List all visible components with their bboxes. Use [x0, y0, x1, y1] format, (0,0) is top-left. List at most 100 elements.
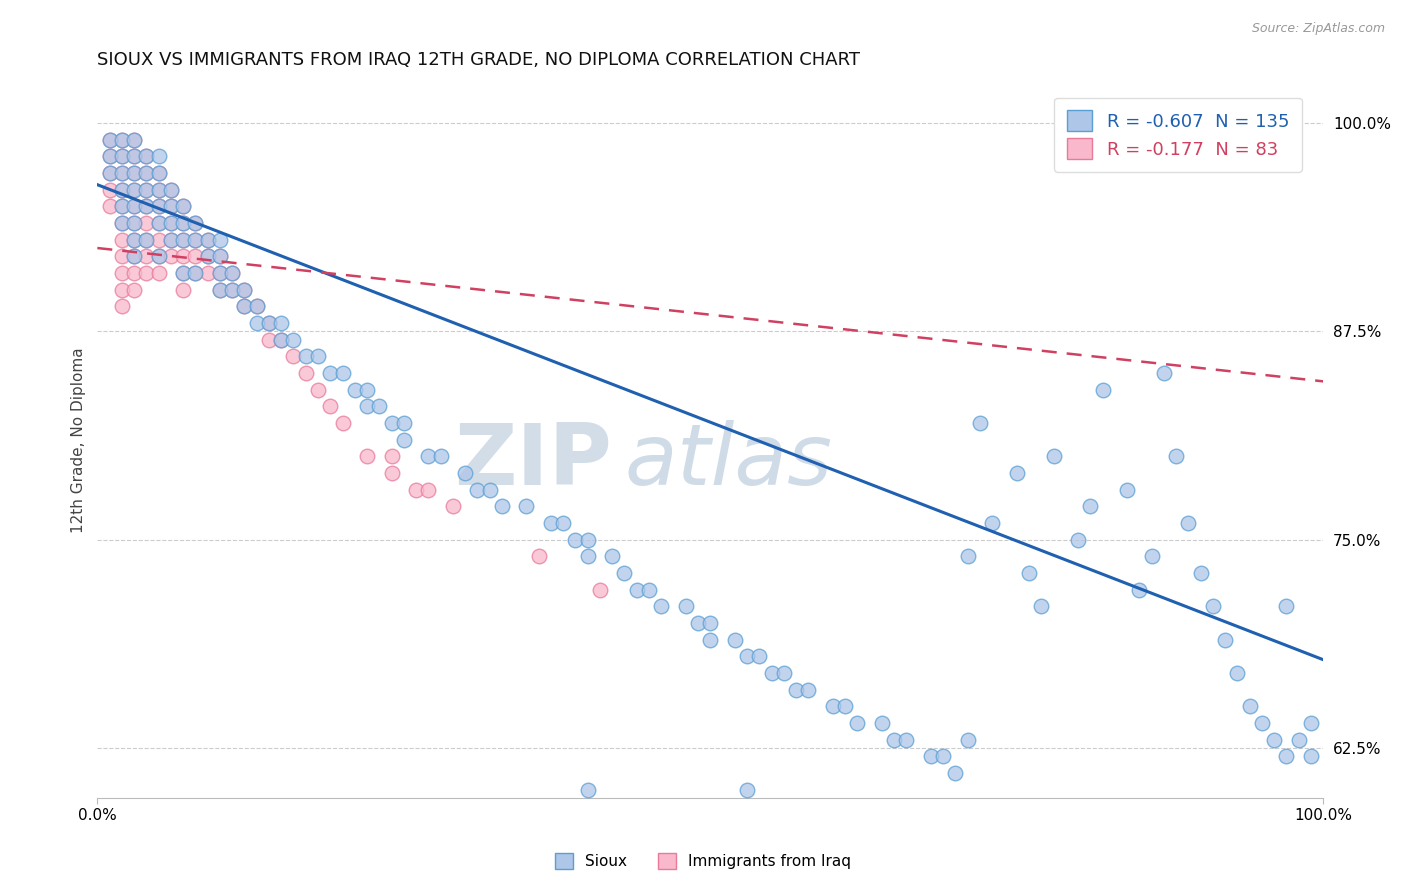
Point	[1275, 749, 1298, 764]
Point	[920, 749, 942, 764]
Point	[356, 383, 378, 397]
Point	[122, 216, 145, 230]
Point	[111, 149, 134, 163]
Point	[172, 216, 194, 230]
Point	[221, 266, 243, 280]
Point	[111, 216, 134, 230]
Point	[246, 299, 269, 313]
Point	[564, 533, 586, 547]
Point	[638, 582, 661, 597]
Point	[111, 299, 134, 313]
Point	[184, 233, 207, 247]
Point	[1263, 732, 1285, 747]
Point	[111, 216, 134, 230]
Point	[1128, 582, 1150, 597]
Point	[111, 249, 134, 263]
Point	[896, 732, 918, 747]
Point	[1189, 566, 1212, 580]
Point	[111, 283, 134, 297]
Point	[122, 149, 145, 163]
Point	[540, 516, 562, 530]
Point	[111, 266, 134, 280]
Point	[172, 216, 194, 230]
Point	[576, 782, 599, 797]
Point	[148, 166, 170, 180]
Point	[208, 283, 231, 297]
Point	[148, 233, 170, 247]
Point	[307, 383, 329, 397]
Point	[148, 166, 170, 180]
Point	[270, 333, 292, 347]
Point	[160, 233, 183, 247]
Point	[233, 299, 256, 313]
Point	[650, 599, 672, 614]
Point	[221, 283, 243, 297]
Point	[846, 716, 869, 731]
Point	[613, 566, 636, 580]
Point	[148, 266, 170, 280]
Point	[381, 466, 404, 480]
Point	[1116, 483, 1139, 497]
Point	[135, 216, 157, 230]
Point	[111, 149, 134, 163]
Point	[208, 266, 231, 280]
Point	[98, 133, 121, 147]
Point	[1288, 732, 1310, 747]
Point	[797, 682, 820, 697]
Point	[478, 483, 501, 497]
Point	[724, 632, 747, 647]
Point	[283, 333, 305, 347]
Point	[1226, 666, 1249, 681]
Point	[454, 466, 477, 480]
Point	[1078, 500, 1101, 514]
Point	[160, 199, 183, 213]
Point	[405, 483, 427, 497]
Point	[135, 199, 157, 213]
Point	[98, 133, 121, 147]
Legend: Sioux, Immigrants from Iraq: Sioux, Immigrants from Iraq	[548, 847, 858, 875]
Point	[98, 149, 121, 163]
Point	[418, 450, 440, 464]
Point	[111, 183, 134, 197]
Point	[785, 682, 807, 697]
Point	[332, 366, 354, 380]
Point	[135, 166, 157, 180]
Point	[283, 350, 305, 364]
Point	[122, 233, 145, 247]
Point	[197, 266, 219, 280]
Point	[98, 166, 121, 180]
Point	[111, 199, 134, 213]
Point	[111, 183, 134, 197]
Point	[111, 166, 134, 180]
Point	[197, 233, 219, 247]
Point	[197, 249, 219, 263]
Point	[98, 199, 121, 213]
Point	[184, 266, 207, 280]
Point	[1275, 599, 1298, 614]
Point	[515, 500, 537, 514]
Point	[294, 366, 316, 380]
Point	[1067, 533, 1090, 547]
Point	[111, 133, 134, 147]
Point	[576, 549, 599, 564]
Point	[208, 283, 231, 297]
Point	[491, 500, 513, 514]
Point	[148, 249, 170, 263]
Point	[956, 549, 979, 564]
Point	[368, 400, 391, 414]
Point	[981, 516, 1004, 530]
Point	[122, 249, 145, 263]
Point	[870, 716, 893, 731]
Point	[356, 450, 378, 464]
Point	[135, 233, 157, 247]
Point	[160, 216, 183, 230]
Point	[821, 699, 844, 714]
Point	[589, 582, 612, 597]
Point	[675, 599, 697, 614]
Point	[381, 450, 404, 464]
Point	[699, 632, 721, 647]
Point	[122, 166, 145, 180]
Point	[135, 149, 157, 163]
Point	[172, 199, 194, 213]
Point	[184, 233, 207, 247]
